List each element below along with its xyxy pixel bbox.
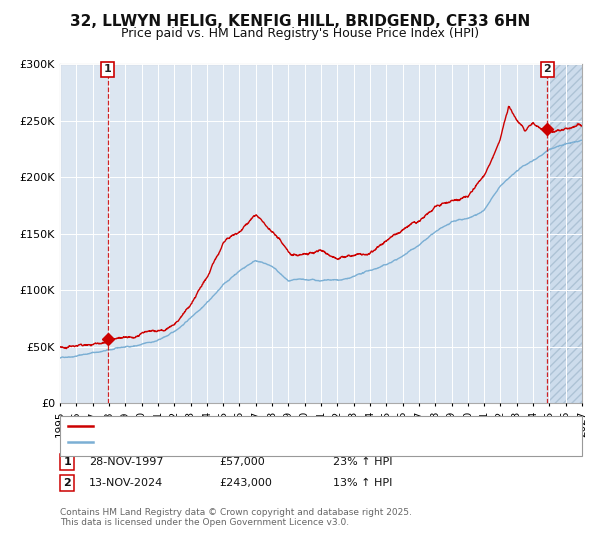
Text: 13-NOV-2024: 13-NOV-2024 (89, 478, 163, 488)
Text: HPI: Average price, semi-detached house, Bridgend: HPI: Average price, semi-detached house,… (97, 437, 366, 447)
Text: £57,000: £57,000 (219, 457, 265, 467)
Bar (550, 64, 582, 403)
Text: £243,000: £243,000 (219, 478, 272, 488)
Text: 1: 1 (64, 457, 71, 467)
Text: 2: 2 (64, 478, 71, 488)
Text: 2: 2 (544, 64, 551, 74)
Text: 23% ↑ HPI: 23% ↑ HPI (333, 457, 392, 467)
Text: 32, LLWYN HELIG, KENFIG HILL, BRIDGEND, CF33 6HN: 32, LLWYN HELIG, KENFIG HILL, BRIDGEND, … (70, 14, 530, 29)
Text: 28-NOV-1997: 28-NOV-1997 (89, 457, 163, 467)
Text: 13% ↑ HPI: 13% ↑ HPI (333, 478, 392, 488)
Text: 1: 1 (104, 64, 112, 74)
Text: Contains HM Land Registry data © Crown copyright and database right 2025.
This d: Contains HM Land Registry data © Crown c… (60, 508, 412, 528)
Text: 32, LLWYN HELIG, KENFIG HILL, BRIDGEND, CF33 6HN (semi-detached house): 32, LLWYN HELIG, KENFIG HILL, BRIDGEND, … (97, 421, 500, 431)
Text: Price paid vs. HM Land Registry's House Price Index (HPI): Price paid vs. HM Land Registry's House … (121, 27, 479, 40)
